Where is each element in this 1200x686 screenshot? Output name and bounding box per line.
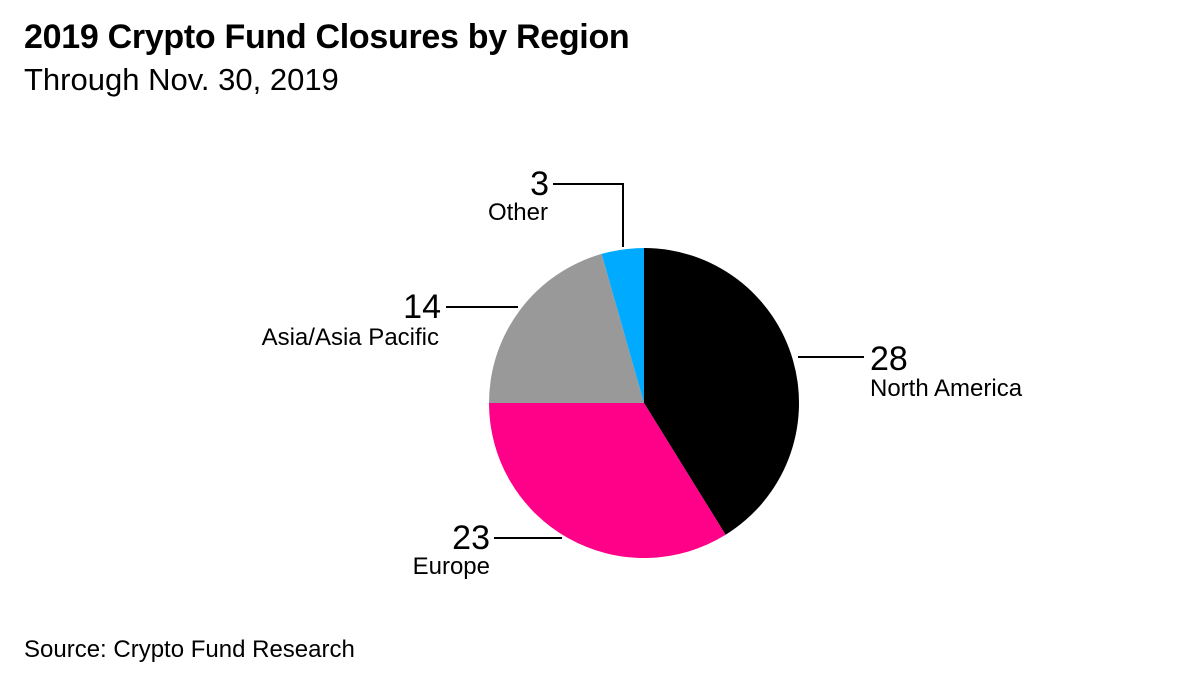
source-note: Source: Crypto Fund Research: [24, 636, 355, 663]
category-label-europe: Europe: [413, 553, 490, 580]
value-label-other: 3: [530, 165, 549, 203]
pie-slice-north-america: [644, 248, 799, 535]
value-label-asia-asia-pacific: 14: [403, 288, 441, 326]
chart-subtitle: Through Nov. 30, 2019: [24, 62, 339, 97]
category-label-other: Other: [488, 199, 548, 226]
value-label-europe: 23: [452, 519, 490, 557]
category-label-north-america: North America: [870, 375, 1023, 402]
pie-slice-other: [601, 248, 644, 403]
pie-slice-europe: [488, 403, 726, 558]
chart-title: 2019 Crypto Fund Closures by Region: [24, 18, 630, 56]
pie-slice-asia-asia-pacific: [489, 253, 644, 403]
category-label-asia-asia-pacific: Asia/Asia Pacific: [262, 324, 439, 351]
value-label-north-america: 28: [870, 340, 908, 378]
leader-line-other: [553, 183, 624, 247]
